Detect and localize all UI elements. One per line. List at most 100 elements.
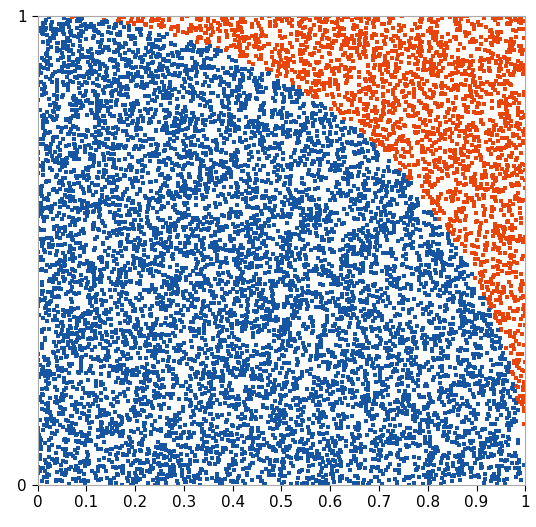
Point: [97, 418, 106, 427]
Point: [294, 73, 303, 82]
Point: [187, 292, 196, 301]
Point: [95, 212, 104, 221]
Point: [59, 211, 68, 219]
Point: [352, 314, 361, 322]
Point: [493, 462, 502, 471]
Point: [75, 196, 84, 204]
Point: [99, 318, 107, 326]
Point: [87, 202, 96, 211]
Point: [98, 334, 107, 343]
Point: [85, 187, 94, 195]
Point: [124, 22, 133, 31]
Point: [296, 55, 305, 63]
Point: [60, 436, 69, 444]
Point: [393, 200, 401, 209]
Point: [172, 321, 181, 330]
Point: [353, 341, 361, 350]
Point: [426, 43, 435, 51]
Point: [109, 395, 118, 404]
Point: [199, 219, 207, 228]
Point: [198, 239, 207, 248]
Point: [71, 345, 80, 353]
Point: [424, 208, 433, 217]
Point: [220, 170, 228, 179]
Point: [348, 394, 356, 403]
Point: [457, 253, 465, 262]
Point: [519, 70, 527, 78]
Point: [356, 130, 365, 139]
Point: [247, 195, 256, 203]
Point: [440, 45, 448, 54]
Point: [227, 168, 236, 176]
Point: [301, 325, 310, 333]
Point: [494, 102, 503, 110]
Point: [340, 124, 349, 133]
Point: [110, 280, 119, 288]
Point: [63, 42, 72, 50]
Point: [145, 40, 153, 48]
Point: [226, 212, 234, 221]
Point: [410, 479, 419, 487]
Point: [451, 64, 460, 72]
Point: [46, 367, 54, 376]
Point: [311, 177, 319, 186]
Point: [396, 421, 405, 429]
Point: [465, 436, 474, 445]
Point: [129, 459, 137, 467]
Point: [128, 183, 137, 191]
Point: [273, 80, 282, 89]
Point: [203, 99, 212, 107]
Point: [38, 339, 47, 348]
Point: [467, 446, 476, 454]
Point: [217, 46, 225, 55]
Point: [59, 349, 68, 357]
Point: [116, 91, 125, 99]
Point: [379, 105, 388, 114]
Point: [440, 158, 448, 166]
Point: [473, 99, 482, 107]
Point: [488, 182, 497, 191]
Point: [511, 61, 520, 69]
Point: [69, 50, 77, 58]
Point: [217, 285, 226, 293]
Point: [449, 85, 458, 94]
Point: [296, 220, 305, 229]
Point: [333, 411, 342, 419]
Point: [432, 258, 441, 267]
Point: [260, 435, 269, 443]
Point: [302, 37, 310, 46]
Point: [241, 401, 249, 409]
Point: [94, 121, 103, 130]
Point: [79, 197, 88, 206]
Point: [414, 57, 422, 65]
Point: [328, 111, 337, 119]
Point: [146, 412, 155, 420]
Point: [203, 170, 212, 179]
Point: [315, 241, 323, 250]
Point: [495, 97, 504, 106]
Point: [44, 310, 53, 319]
Point: [381, 52, 389, 60]
Point: [437, 14, 446, 22]
Point: [362, 401, 370, 409]
Point: [165, 235, 173, 243]
Point: [364, 407, 373, 416]
Point: [199, 311, 208, 319]
Point: [98, 217, 107, 226]
Point: [198, 382, 206, 390]
Point: [427, 448, 435, 457]
Point: [343, 278, 351, 286]
Point: [117, 326, 125, 335]
Point: [406, 144, 415, 153]
Point: [58, 396, 67, 404]
Point: [332, 166, 341, 174]
Point: [95, 412, 104, 420]
Point: [237, 256, 246, 264]
Point: [44, 196, 53, 204]
Point: [359, 47, 368, 56]
Point: [510, 67, 518, 76]
Point: [251, 229, 260, 238]
Point: [67, 423, 76, 431]
Point: [304, 129, 312, 137]
Point: [512, 164, 520, 173]
